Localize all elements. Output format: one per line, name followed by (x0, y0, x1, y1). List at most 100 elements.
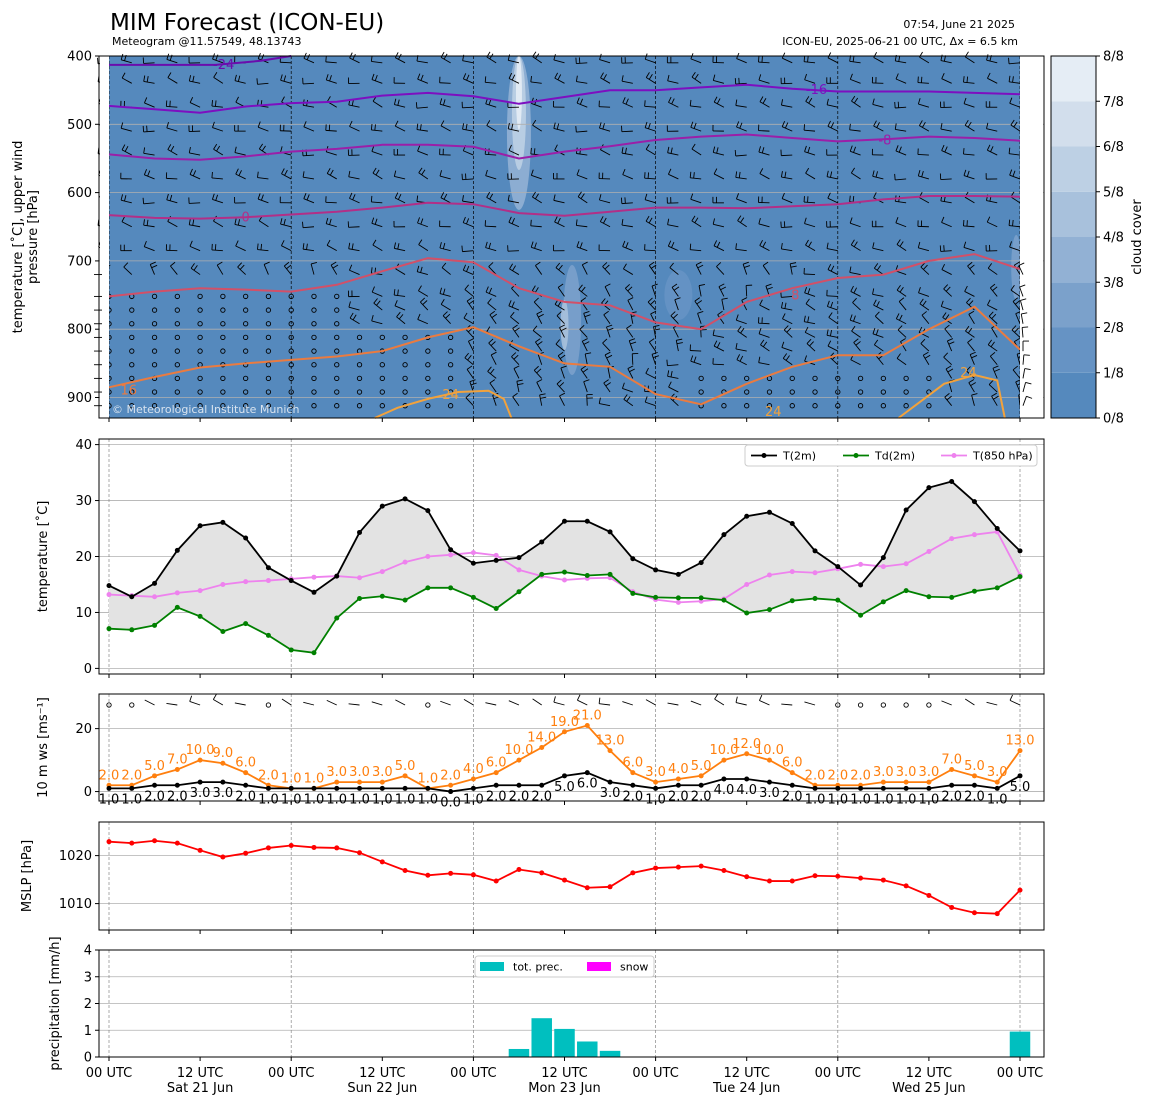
x-tick-date-label: Sat 21 Jun (167, 1081, 233, 1096)
wind-barb (918, 287, 921, 293)
wind-barb (579, 242, 583, 249)
wind-barb (781, 120, 786, 127)
wind-barb (738, 171, 741, 178)
calm-wind-marker (242, 403, 249, 409)
wind-barb (872, 288, 875, 295)
calm-wind-marker (174, 389, 180, 395)
wind-barb (280, 61, 292, 64)
data-point (607, 748, 613, 754)
wind-barb (736, 193, 740, 200)
wind-barb (668, 173, 679, 180)
wind-barb (987, 339, 993, 346)
wind-barb (667, 224, 679, 228)
wind-barb (213, 76, 224, 84)
wind-barb (896, 284, 901, 291)
wind-barb (852, 302, 861, 311)
wind-barb (371, 201, 383, 204)
wind-barb (371, 129, 383, 132)
wind-value-label: 1.0 (99, 792, 120, 807)
wind-barb (625, 98, 629, 105)
wind-value-label: 1.0 (395, 792, 416, 807)
wind-barb (604, 283, 611, 288)
wind-barb (583, 341, 590, 345)
data-point (721, 867, 727, 873)
data-point (675, 776, 681, 782)
wind-barb (417, 78, 429, 84)
wind-barb (968, 314, 975, 324)
wind-barb (758, 362, 770, 366)
calm-wind-marker (447, 348, 454, 354)
wind-barb (940, 128, 952, 132)
data-point (949, 782, 955, 788)
data-point (880, 877, 886, 883)
wind-barb (827, 120, 831, 127)
x-tick-label: 12 UTC (177, 1066, 223, 1081)
wind-barb (940, 123, 943, 130)
wind-barb (489, 368, 495, 374)
wind-barb (713, 223, 725, 228)
mslp-y-tick-label: 1020 (59, 849, 92, 864)
wind-barb (489, 314, 497, 325)
wind-barb (918, 292, 930, 297)
data-point (835, 873, 841, 879)
wind-barb (534, 242, 537, 249)
calm-wind-marker (835, 389, 841, 395)
data-point (675, 599, 681, 605)
wind-barb (758, 130, 770, 132)
wind-barb (790, 262, 797, 265)
data-point (835, 564, 841, 570)
data-point (971, 499, 977, 505)
wind-barb (986, 701, 998, 706)
wind-barb (991, 396, 998, 406)
wind-barb (827, 345, 839, 352)
wind-barb (394, 192, 399, 199)
wind-value-label: 1.0 (372, 792, 393, 807)
wind-barb (670, 315, 679, 325)
wind-barb (577, 191, 582, 197)
wind-barb (766, 286, 773, 290)
precip-y-tick-label: 2 (84, 997, 92, 1012)
wind-barb (781, 302, 784, 309)
calm-wind-marker (857, 403, 864, 409)
wind-barb (783, 329, 793, 338)
data-point (994, 585, 1000, 591)
wind-barb (535, 341, 543, 352)
data-point (197, 588, 203, 594)
data-point (766, 878, 772, 884)
wind-barb (213, 72, 218, 78)
wind-barb (490, 351, 497, 356)
x-tick-label: 00 UTC (815, 1066, 861, 1081)
wind-barb (511, 356, 520, 366)
wind-barb (486, 56, 497, 64)
data-point (812, 785, 818, 791)
wind-barb (416, 123, 419, 130)
wind-barb (805, 239, 809, 246)
wind-barb (143, 219, 145, 226)
wind-barb (827, 264, 832, 270)
wind-barb (969, 351, 976, 356)
data-point (903, 779, 909, 785)
wind-barb (920, 262, 926, 268)
wind-barb (653, 355, 659, 359)
data-point (174, 782, 180, 788)
wind-barb (582, 368, 589, 373)
wind-barb (895, 78, 907, 84)
wind-value-label: 1.0 (896, 792, 917, 807)
wind-barb (418, 167, 423, 174)
calm-wind-marker (288, 403, 294, 409)
wind-barb (967, 327, 973, 334)
colorbar-segment (1051, 146, 1096, 192)
wind-barb (1014, 300, 1021, 305)
wind-barb (576, 174, 588, 180)
wind-barb (325, 201, 337, 204)
gust-value-label: 6.0 (622, 756, 643, 771)
wind-barb (758, 79, 770, 84)
calm-wind-marker (812, 403, 818, 409)
data-point (334, 845, 340, 851)
wind-barb (967, 265, 975, 275)
wind-barb (238, 170, 242, 176)
wind-barb (735, 105, 747, 108)
wind-barb (579, 329, 588, 338)
data-point (698, 773, 704, 779)
wind-barb (964, 291, 975, 297)
